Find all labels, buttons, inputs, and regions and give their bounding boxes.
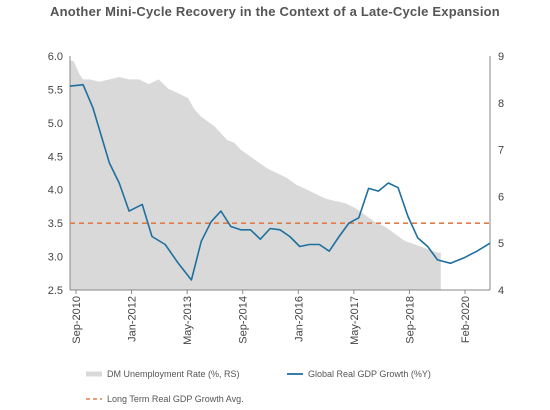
right-tick-label: 8 bbox=[498, 98, 504, 110]
left-tick-label: 3.5 bbox=[48, 218, 63, 230]
legend-label-gdp: Global Real GDP Growth (%Y) bbox=[308, 369, 431, 379]
x-tick-label: Sep-2010 bbox=[71, 296, 83, 344]
left-tick-label: 3.0 bbox=[48, 252, 63, 264]
x-tick-label: Sep-2018 bbox=[404, 296, 416, 344]
right-tick-label: 5 bbox=[498, 238, 504, 250]
left-tick-label: 5.5 bbox=[48, 84, 63, 96]
gdp-growth-line bbox=[69, 83, 491, 281]
left-tick-label: 4.5 bbox=[48, 151, 63, 163]
x-tick-label: Jan-2012 bbox=[127, 296, 139, 342]
x-tick-label: Feb-2020 bbox=[460, 296, 472, 343]
x-tick-label: Jan-2016 bbox=[293, 296, 305, 342]
right-tick-label: 6 bbox=[498, 191, 504, 203]
legend-label-average: Long Term Real GDP Growth Avg. bbox=[107, 394, 244, 404]
left-tick-label: 2.5 bbox=[48, 285, 63, 297]
chart-title: Another Mini-Cycle Recovery in the Conte… bbox=[50, 4, 500, 19]
left-tick-label: 6.0 bbox=[48, 51, 63, 63]
left-tick-label: 5.0 bbox=[48, 118, 63, 130]
legend-label-unemployment: DM Unemployment Rate (%, RS) bbox=[107, 369, 240, 379]
x-tick-label: Sep-2014 bbox=[238, 296, 250, 344]
x-tick-label: May-2017 bbox=[349, 296, 361, 345]
right-tick-label: 7 bbox=[498, 145, 504, 157]
left-tick-label: 4.0 bbox=[48, 185, 63, 197]
unemployment-area bbox=[70, 60, 441, 291]
x-tick-label: May-2013 bbox=[182, 296, 194, 345]
right-tick-label: 4 bbox=[498, 285, 504, 297]
right-tick-label: 9 bbox=[498, 51, 504, 63]
